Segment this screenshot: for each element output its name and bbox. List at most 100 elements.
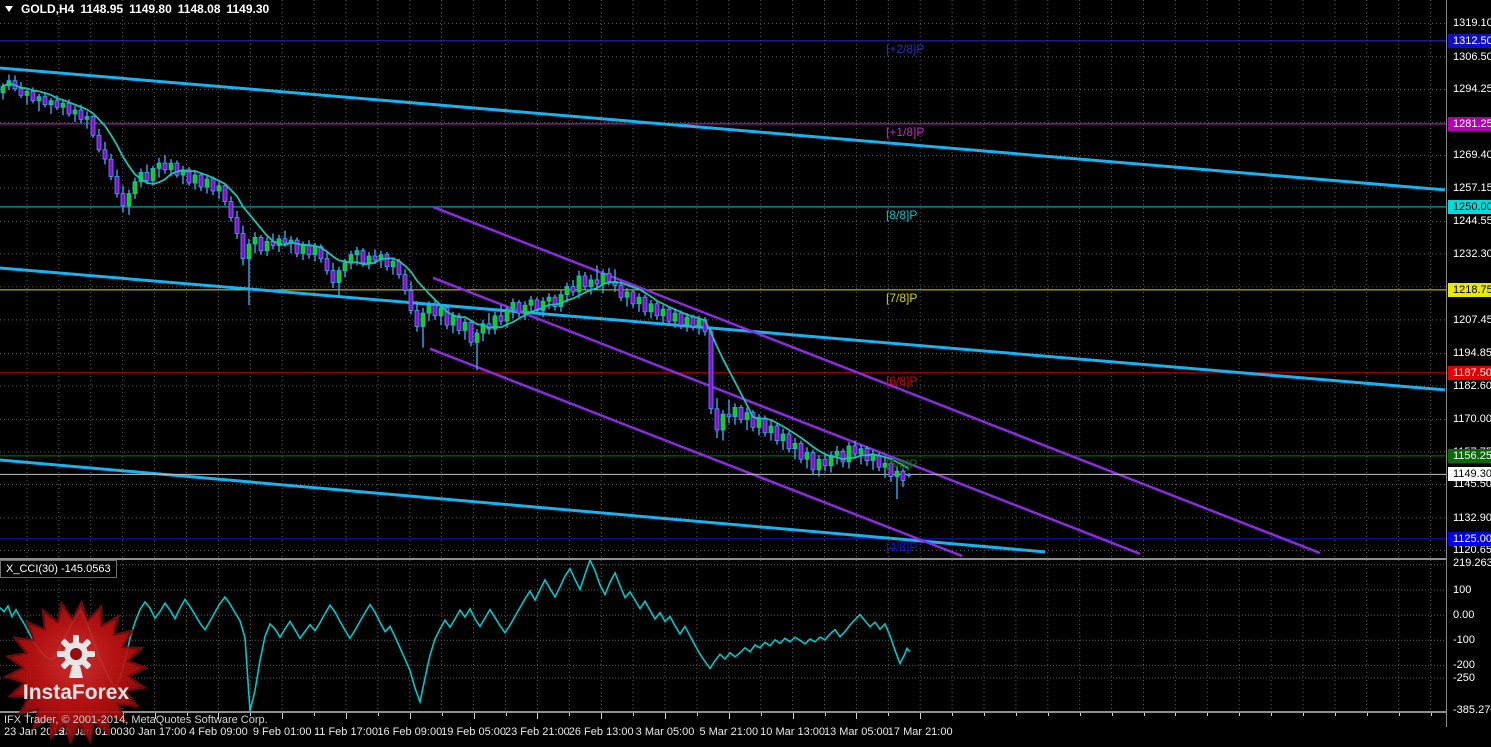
price-axis[interactable]: 1319.10 1306.50 1294.25 1269.40 1257.15 1244.… <box>1446 0 1491 727</box>
price-axis-tick: 1194.85 <box>1453 347 1491 360</box>
time-axis-major-tick <box>537 713 539 719</box>
copyright-text: IFX Trader, © 2001-2014, MetaQuotes Soft… <box>4 714 268 726</box>
price-axis-tick: 1269.40 <box>1453 149 1491 162</box>
time-axis[interactable]: 23 Jan 201528 Jan 01:0030 Jan 17:004 Feb… <box>0 713 1446 747</box>
time-axis-minor-tick <box>1207 713 1209 716</box>
time-axis-minor-tick <box>1143 713 1145 716</box>
time-axis-label: 10 Mar 13:00 <box>760 726 826 738</box>
candlestick-chart-canvas[interactable]: [+2/8]P [+1/8]P [8/8]P [7/8]P [6/8]P [5/8]P [4… <box>0 0 1446 560</box>
cci-axis-tick: 0.00 <box>1453 609 1475 622</box>
time-axis-minor-tick <box>441 713 443 716</box>
time-axis-minor-tick <box>1239 713 1241 716</box>
price-level-badge: 1281.25 <box>1448 116 1491 131</box>
time-axis-major-tick <box>792 713 794 719</box>
price-level-badge: 1187.50 <box>1448 365 1491 380</box>
time-axis-minor-tick <box>824 713 826 716</box>
price-level-badge: 1312.50 <box>1448 33 1491 48</box>
price-axis-tick: 1232.30 <box>1453 247 1491 260</box>
time-axis-minor-tick <box>984 713 985 716</box>
time-axis-label: 30 Jan 17:00 <box>122 726 187 738</box>
price-axis-tick: 1132.90 <box>1453 511 1491 524</box>
symbol-timeframe-label: GOLD,H4 <box>21 2 75 16</box>
price-axis-tick: 1294.25 <box>1453 83 1491 96</box>
time-axis-minor-tick <box>1303 713 1304 716</box>
price-axis-tick: 1145.50 <box>1453 478 1491 491</box>
cci-axis-max: 219.263 <box>1453 557 1491 569</box>
time-axis-minor-tick <box>1079 713 1081 716</box>
time-axis-label: 23 Feb 21:00 <box>504 726 570 738</box>
cci-indicator-pane[interactable] <box>0 560 1446 712</box>
price-axis-tick: 1207.45 <box>1453 313 1491 326</box>
murrey-line-label: [+1/8]P <box>886 125 924 139</box>
time-axis-major-tick <box>346 713 347 719</box>
time-axis-minor-tick <box>250 713 252 716</box>
cci-axis-min: -385.2709 <box>1453 704 1491 716</box>
time-axis-minor-tick <box>888 713 890 716</box>
main-chart-plot[interactable]: [+2/8]P [+1/8]P [8/8]P [7/8]P [6/8]P [5/8]P [4… <box>0 0 1446 560</box>
price-axis-tick: 1257.15 <box>1453 181 1491 194</box>
time-axis-minor-tick <box>1047 713 1049 716</box>
price-level-badge: 1218.75 <box>1448 282 1491 297</box>
time-axis-minor-tick <box>505 713 507 716</box>
price-level-badge: 1250.00 <box>1448 199 1491 214</box>
time-axis-major-tick <box>728 713 730 719</box>
time-axis-minor-tick <box>314 713 316 716</box>
time-axis-label: 3 Mar 05:00 <box>635 726 695 738</box>
time-axis-minor-tick <box>1430 713 1432 716</box>
cci-chart-canvas[interactable] <box>0 560 1446 712</box>
time-axis-major-tick <box>282 713 284 719</box>
time-axis-label: 26 Feb 13:00 <box>568 726 634 738</box>
murrey-line-label: [8/8]P <box>886 208 917 222</box>
time-axis-minor-tick <box>1175 713 1177 716</box>
cci-axis-tick: -200 <box>1453 659 1476 672</box>
murrey-line-label: [4/8]P <box>886 540 917 554</box>
instaforex-logo-text: InstaForex <box>23 681 130 704</box>
time-axis-minor-tick <box>760 713 762 716</box>
murrey-line-label: [+2/8]P <box>886 42 924 56</box>
time-axis-minor-tick <box>1334 713 1336 716</box>
time-axis-major-tick <box>154 713 156 719</box>
time-axis-minor-tick <box>1398 713 1400 716</box>
cci-axis-tick: 100 <box>1453 583 1472 596</box>
price-axis-tick: 1319.10 <box>1453 17 1491 30</box>
quote-close: 1149.30 <box>226 2 270 16</box>
quote-open: 1148.95 <box>80 2 124 16</box>
time-axis-major-tick <box>27 713 28 719</box>
cci-axis-tick: -100 <box>1453 634 1476 647</box>
gear-icon <box>57 635 95 678</box>
time-axis-major-tick <box>218 713 220 719</box>
price-axis-tick: 1182.60 <box>1453 379 1491 392</box>
time-axis-major-tick <box>601 713 603 719</box>
time-axis-major-tick <box>920 713 922 719</box>
time-axis-label: 23 Jan 2015 <box>4 726 65 738</box>
instaforex-watermark: InstaForex <box>3 599 149 745</box>
time-axis-minor-tick <box>1015 713 1017 716</box>
time-axis-label: 19 Feb 05:00 <box>441 726 507 738</box>
quote-high: 1149.80 <box>129 2 172 16</box>
murrey-line-label: [6/8]P <box>886 374 917 388</box>
price-axis-tick: 1244.55 <box>1453 215 1491 228</box>
time-axis-minor-tick <box>1111 713 1113 716</box>
symbol-dropdown-icon[interactable] <box>5 6 13 12</box>
time-axis-label: 11 Feb 17:00 <box>313 726 379 738</box>
time-axis-minor-tick <box>377 713 379 716</box>
time-axis-label: 16 Feb 09:00 <box>377 726 443 738</box>
time-axis-label: 5 Mar 21:00 <box>699 726 759 738</box>
time-axis-minor-tick <box>696 713 698 716</box>
price-axis-tick: 1120.65 <box>1453 544 1491 557</box>
time-axis-major-tick <box>665 713 666 719</box>
time-axis-minor-tick <box>1366 713 1368 716</box>
murrey-line-label: [5/8]P <box>886 457 917 471</box>
time-axis-major-tick <box>409 713 411 719</box>
pane-splitter[interactable] <box>0 558 1491 560</box>
time-axis-label: 4 Feb 09:00 <box>189 726 248 738</box>
time-axis-label: 13 Mar 05:00 <box>823 726 889 738</box>
time-axis-minor-tick <box>1271 713 1273 716</box>
time-axis-label: 17 Mar 21:00 <box>887 726 953 738</box>
axis-splitter <box>0 711 1491 713</box>
cci-axis-tick: -250 <box>1453 671 1476 684</box>
time-axis-minor-tick <box>952 713 954 716</box>
current-price-badge: 1149.30 <box>1448 467 1491 482</box>
time-axis-minor-tick <box>569 713 571 716</box>
